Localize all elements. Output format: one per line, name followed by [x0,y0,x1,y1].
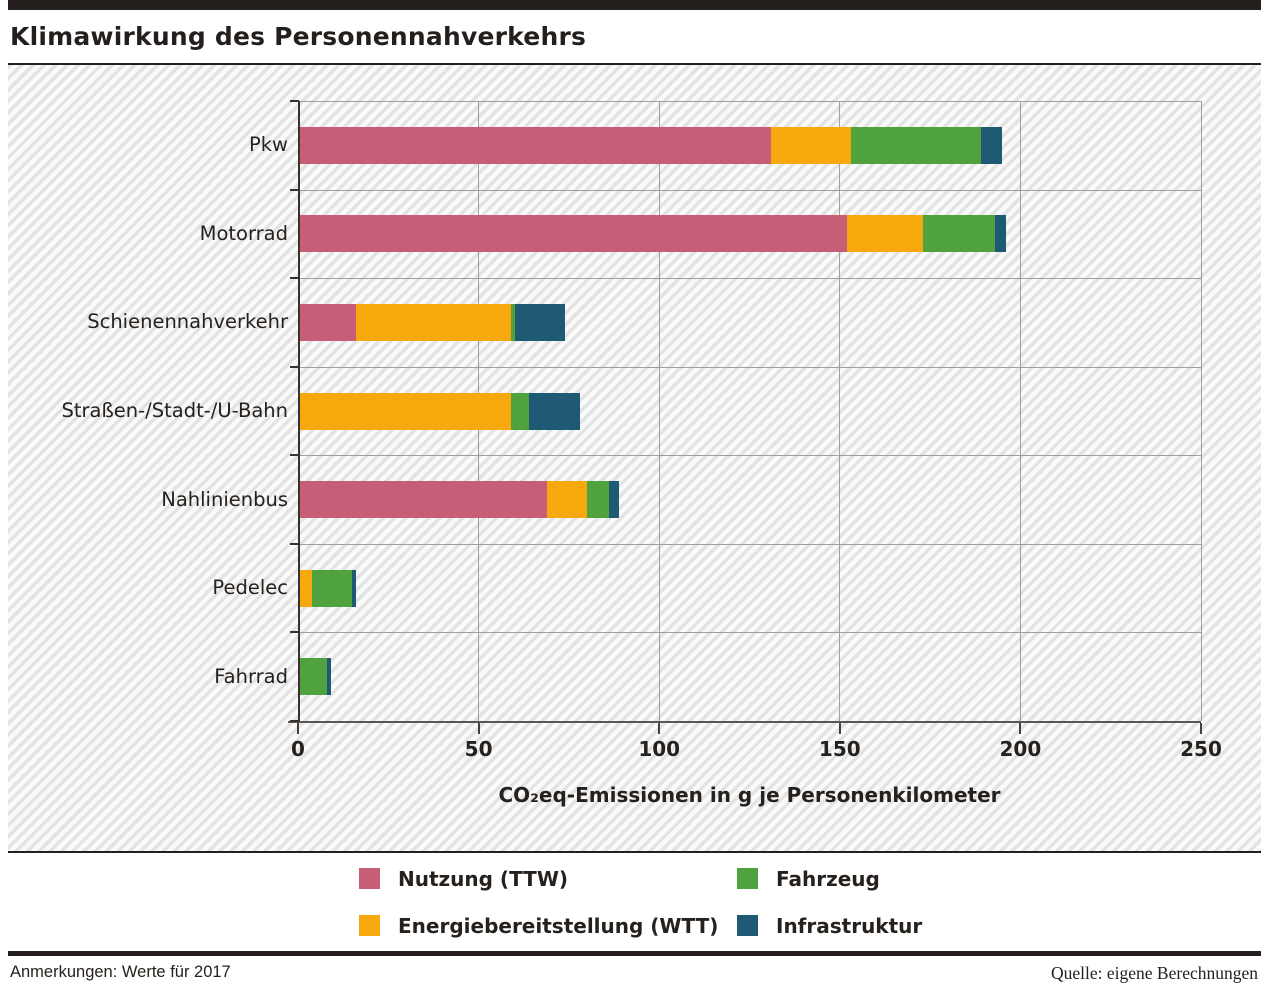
bar-segment [608,481,620,519]
bar-segment [298,126,772,164]
bar-segment [298,392,512,430]
bar-row [298,569,356,607]
x-tick [297,723,299,734]
bar-segment [547,481,587,519]
chart-panel: 0 50 100 150 200 250 CO₂eq-Emissionen in g je… [8,63,1261,853]
legend-label: Energiebereitstellung (WTT) [398,913,719,938]
gridline-vertical [658,101,660,721]
category-label: Pedelec [212,576,288,600]
bar-segment [586,481,609,519]
footer: Anmerkungen: Werte für 2017 Quelle: eige… [10,963,1258,984]
category-label: Fahrrad [214,664,288,688]
gridline-horizontal [298,455,1201,457]
bar-segment [355,303,512,341]
x-tick-label: 200 [999,737,1042,761]
legend-swatch [737,868,758,889]
footer-source: Quelle: eigene Berechnungen [1051,963,1258,983]
gridline-horizontal [298,543,1201,545]
bar-segment [298,215,848,253]
x-tick-label: 250 [1180,737,1222,761]
y-tick [290,631,299,634]
bar-segment [529,392,580,430]
legend-item: Fahrzeug [737,866,922,891]
category-label: Schienennahverkehr [87,310,288,334]
page-title: Klimawirkung des Personennahverkehrs [10,22,587,51]
y-tick [290,188,299,191]
x-axis-line [288,721,1201,723]
x-tick-label: 100 [638,737,681,761]
bar-segment [980,126,1003,164]
bar-row [298,392,580,430]
bar-segment [298,658,327,696]
bar-segment [298,569,313,607]
bar-segment [771,126,851,164]
bar-segment [847,215,923,253]
y-tick [290,277,299,280]
y-tick [290,542,299,545]
gridline-horizontal [298,101,1201,102]
y-tick [290,720,299,722]
gridline-vertical [839,101,841,721]
footer-rule [8,951,1261,956]
bar-segment [511,392,530,430]
legend-item: Nutzung (TTW) [359,866,737,891]
category-label: Motorrad [199,221,288,245]
bar-row [298,126,1003,164]
bar-segment [298,481,548,519]
bar-segment [352,569,356,607]
gridline-horizontal [298,366,1201,368]
legend-item: Infrastruktur [737,913,923,938]
x-tick-label: 150 [818,737,861,761]
y-axis-line [298,101,300,723]
legend-label: Nutzung (TTW) [398,866,569,891]
bar-segment [995,215,1006,253]
x-tick [477,723,480,734]
category-label: Straßen-/Stadt-/U-Bahn [61,399,289,422]
gridline-horizontal [298,189,1201,191]
legend: Nutzung (TTW) Energiebereitstellung (WTT)… [359,866,923,938]
x-axis-title: CO₂eq-Emissionen in g je Personenkilomet… [498,783,1001,807]
x-tick [658,723,661,734]
bar-row [298,481,620,519]
gridline-vertical [1019,101,1021,721]
bar-segment [326,658,331,696]
top-accent-bar [8,0,1261,10]
plot-area [298,101,1202,721]
bar-segment [922,215,996,253]
gridline-vertical [1200,101,1202,721]
legend-swatch [359,915,380,936]
y-tick [290,454,299,457]
legend-item: Energiebereitstellung (WTT) [359,913,737,938]
x-tick-label: 50 [464,737,493,761]
bar-row [298,303,566,341]
x-tick [1019,723,1022,734]
bar-segment [298,303,356,341]
bar-segment [850,126,981,164]
bar-row [298,658,331,696]
bar-segment [312,569,353,607]
x-tick [1200,723,1202,734]
legend-label: Infrastruktur [776,913,923,938]
y-tick [290,100,299,102]
legend-swatch [359,868,380,889]
legend-swatch [737,915,758,936]
gridline-horizontal [298,632,1201,634]
bar-segment [511,303,515,341]
footer-note: Anmerkungen: Werte für 2017 [10,963,231,981]
legend-label: Fahrzeug [776,866,880,891]
x-tick [838,723,841,734]
bar-segment [514,303,566,341]
y-tick [290,365,299,368]
bar-row [298,215,1006,253]
category-label: Pkw [249,133,288,157]
gridline-horizontal [298,278,1201,280]
x-tick-label: 0 [291,737,305,761]
category-label: Nahlinienbus [161,487,288,511]
